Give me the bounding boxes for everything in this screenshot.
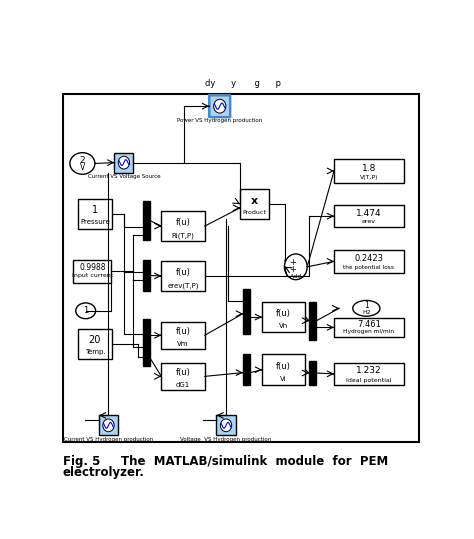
Text: f(u): f(u) <box>175 218 191 227</box>
FancyBboxPatch shape <box>309 302 317 340</box>
Text: 1: 1 <box>83 306 88 315</box>
FancyBboxPatch shape <box>114 153 134 172</box>
Circle shape <box>214 99 226 113</box>
Text: f(u): f(u) <box>175 327 191 336</box>
Text: f(u): f(u) <box>175 268 191 277</box>
Text: +: + <box>289 265 296 274</box>
Text: Temp.: Temp. <box>84 349 105 355</box>
FancyBboxPatch shape <box>262 302 305 333</box>
Text: dG1: dG1 <box>176 382 190 388</box>
FancyBboxPatch shape <box>243 354 250 385</box>
Circle shape <box>118 156 129 169</box>
Text: Vi: Vi <box>281 376 287 382</box>
FancyBboxPatch shape <box>262 354 305 385</box>
FancyBboxPatch shape <box>309 361 317 385</box>
FancyBboxPatch shape <box>243 289 250 334</box>
Text: erev(T,P): erev(T,P) <box>167 282 199 289</box>
Text: erev: erev <box>362 219 376 224</box>
Text: 1.232: 1.232 <box>356 367 382 376</box>
FancyBboxPatch shape <box>217 416 236 436</box>
FancyBboxPatch shape <box>334 250 404 273</box>
Text: 0.2423: 0.2423 <box>355 254 383 264</box>
Text: Current VS Hydrogen production: Current VS Hydrogen production <box>64 437 153 442</box>
Text: f(u): f(u) <box>276 309 291 318</box>
FancyBboxPatch shape <box>73 260 111 283</box>
Ellipse shape <box>284 254 307 280</box>
Text: Ideal potential: Ideal potential <box>346 378 392 383</box>
FancyBboxPatch shape <box>209 95 230 117</box>
Text: Vh: Vh <box>279 323 288 329</box>
FancyBboxPatch shape <box>63 94 419 443</box>
Ellipse shape <box>76 303 96 319</box>
Text: Input current: Input current <box>72 273 113 279</box>
Text: Current VS Voltage Source: Current VS Voltage Source <box>88 174 160 179</box>
Circle shape <box>220 419 232 432</box>
Text: 1.474: 1.474 <box>356 209 382 218</box>
FancyBboxPatch shape <box>334 160 404 183</box>
Text: x: x <box>251 196 258 206</box>
FancyBboxPatch shape <box>78 199 112 230</box>
Text: V: V <box>80 163 85 172</box>
Text: 20: 20 <box>89 335 101 345</box>
FancyBboxPatch shape <box>78 329 112 360</box>
Text: 1: 1 <box>364 301 369 310</box>
Text: 2: 2 <box>80 156 85 164</box>
Text: Power VS Hydrogen production: Power VS Hydrogen production <box>177 118 263 123</box>
FancyBboxPatch shape <box>143 201 150 240</box>
Text: Vm: Vm <box>177 341 189 347</box>
Text: Product: Product <box>242 210 266 216</box>
Text: Add: Add <box>290 274 302 279</box>
Circle shape <box>103 419 114 432</box>
FancyBboxPatch shape <box>143 319 150 365</box>
Text: electrolyzer.: electrolyzer. <box>63 466 145 479</box>
Text: Hydrogen ml/min: Hydrogen ml/min <box>344 329 394 335</box>
Text: 7.461: 7.461 <box>357 320 381 329</box>
FancyBboxPatch shape <box>161 260 205 291</box>
FancyBboxPatch shape <box>334 205 404 227</box>
FancyBboxPatch shape <box>161 322 205 349</box>
Text: 1.8: 1.8 <box>362 164 376 173</box>
FancyBboxPatch shape <box>143 260 150 291</box>
Text: dy      y       g      p: dy y g p <box>205 79 281 88</box>
Text: Fig. 5     The  MATLAB/simulink  module  for  PEM: Fig. 5 The MATLAB/simulink module for PE… <box>63 455 388 468</box>
Text: +: + <box>289 258 296 267</box>
Text: H2: H2 <box>362 310 371 315</box>
Text: V(T,P): V(T,P) <box>360 176 378 181</box>
Text: 1: 1 <box>92 205 98 216</box>
Text: Pressure: Pressure <box>80 219 110 225</box>
Text: the potential loss: the potential loss <box>344 265 394 270</box>
Text: Voltage  VS Hydrogen production: Voltage VS Hydrogen production <box>181 437 272 442</box>
Text: f(u): f(u) <box>276 362 291 371</box>
Text: 0.9988: 0.9988 <box>79 263 106 272</box>
Text: Ri(T,P): Ri(T,P) <box>172 232 194 238</box>
FancyBboxPatch shape <box>334 318 404 336</box>
FancyBboxPatch shape <box>240 189 269 219</box>
Text: f(u): f(u) <box>175 368 191 377</box>
FancyBboxPatch shape <box>334 363 404 385</box>
Ellipse shape <box>70 153 95 174</box>
Ellipse shape <box>353 300 380 316</box>
FancyBboxPatch shape <box>161 363 205 390</box>
FancyBboxPatch shape <box>99 416 118 436</box>
FancyBboxPatch shape <box>161 211 205 241</box>
